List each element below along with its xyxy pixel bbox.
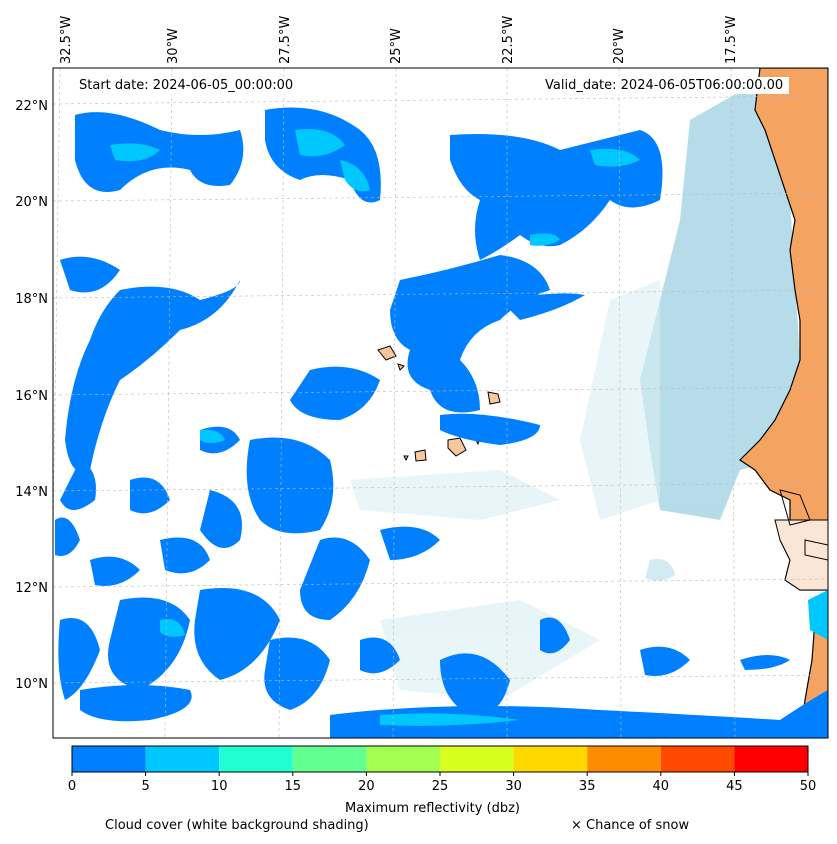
longitude-labels: 32.5°W 30°W 27.5°W 25°W 22.5°W 20°W 17.5… <box>59 16 739 64</box>
colorbar-tick-label: 40 <box>653 779 670 794</box>
start-date-label: Start date: 2024-06-05_00:00:00 <box>73 77 300 94</box>
latitude-labels: 22°N 20°N 18°N 16°N 14°N 12°N 10°N <box>15 99 48 692</box>
colorbar-tick-label: 15 <box>285 779 302 794</box>
colorbar-tick-label: 50 <box>800 779 817 794</box>
gambia-region <box>774 519 828 591</box>
colorbar-segment <box>587 746 661 772</box>
colorbar-segment <box>660 746 735 772</box>
lat-label: 12°N <box>15 581 48 596</box>
colorbar-segment <box>219 746 293 772</box>
colorbar-tick-label: 25 <box>432 779 449 794</box>
lon-label: 30°W <box>166 28 181 64</box>
colorbar-segment <box>72 746 146 772</box>
lon-label: 20°W <box>612 28 627 64</box>
lon-label: 22.5°W <box>501 16 516 64</box>
colorbar: 0 5 10 15 20 25 30 35 40 45 50 <box>68 745 817 794</box>
lat-label: 18°N <box>15 292 48 307</box>
lon-label: 17.5°W <box>724 16 739 64</box>
lat-label: 22°N <box>15 99 48 114</box>
colorbar-tick-label: 30 <box>505 779 522 794</box>
lat-label: 20°N <box>15 195 48 210</box>
snow-legend: × Chance of snow <box>571 818 690 833</box>
coast-detail <box>779 489 828 561</box>
colorbar-segment <box>513 746 588 772</box>
colorbar-tick-label: 0 <box>68 779 76 794</box>
cloud-cover-shading <box>640 80 800 581</box>
colorbar-tick-label: 35 <box>579 779 596 794</box>
cloud-cover-note: Cloud cover (white background shading) <box>105 818 369 833</box>
colorbar-segment <box>734 746 808 772</box>
colorbar-tick-label: 10 <box>211 779 228 794</box>
colorbar-segment <box>292 746 367 772</box>
colorbar-segment <box>366 746 440 772</box>
lat-label: 16°N <box>15 389 48 404</box>
lon-label: 32.5°W <box>59 16 74 64</box>
colorbar-tick-label: 45 <box>726 779 743 794</box>
colorbar-tick-label: 20 <box>358 779 375 794</box>
gridlines <box>53 68 828 738</box>
valid-date-label: Valid_date: 2024-06-05T06:00:00.00 <box>539 77 790 94</box>
colorbar-segment <box>440 746 514 772</box>
colorbar-title: Maximum reflectivity (dbz) <box>345 801 520 816</box>
map-frame <box>52 67 829 739</box>
lat-label: 14°N <box>15 485 48 500</box>
lat-label: 10°N <box>15 677 48 692</box>
colorbar-segment <box>145 746 220 772</box>
colorbar-tick-label: 5 <box>141 779 149 794</box>
lon-label: 25°W <box>389 28 404 64</box>
lon-label: 27.5°W <box>278 16 293 64</box>
reflectivity-cores <box>110 129 828 726</box>
